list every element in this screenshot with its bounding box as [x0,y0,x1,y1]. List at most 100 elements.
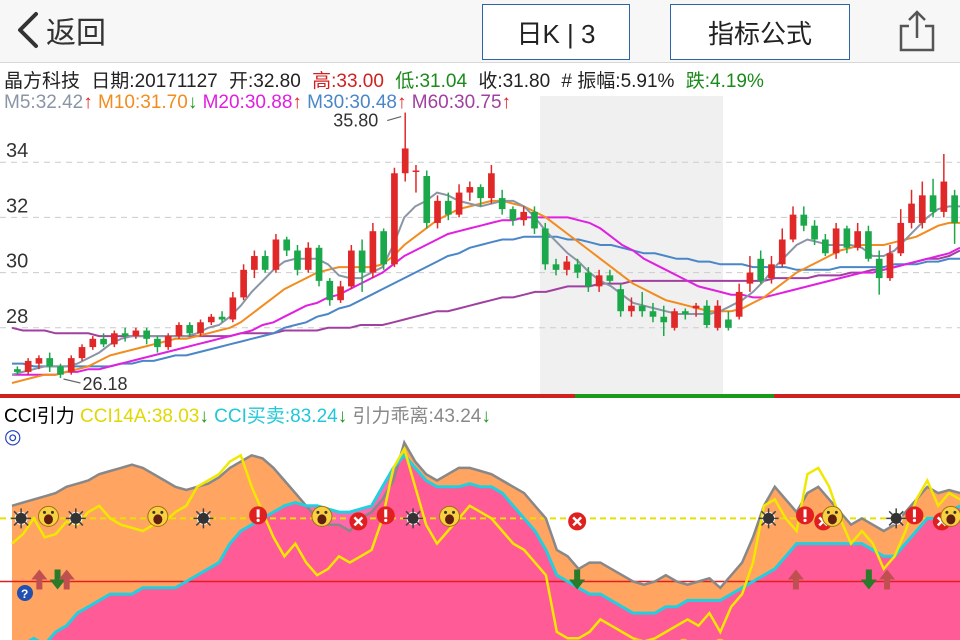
low-value: 31.04 [419,71,468,92]
panel-separator [575,394,774,398]
candle-body [875,258,883,279]
candle-body [132,330,140,337]
x-signal-icon [814,512,833,531]
face-signal-icon [439,505,461,527]
candle-body [111,333,118,345]
indicator-formula-button[interactable]: 指标公式 [670,4,850,60]
face-signal-icon [821,505,843,527]
candle-body [283,239,291,251]
candle-body [714,305,721,328]
candle-body [671,311,678,328]
date-value: 20171127 [134,71,218,92]
cci14a-line [11,445,960,640]
candle-body [778,239,786,265]
signal-arrow-up-icon [31,569,48,590]
amplitude-value: 5.91% [620,71,675,92]
gravity-deviation-value: 43.24 [433,406,482,427]
candle-body [563,261,571,270]
back-button[interactable]: 返回 [14,8,106,52]
candle-body [735,291,743,317]
candle-body [832,228,840,254]
candle-body [811,225,818,240]
candle-body [757,258,765,281]
candle-body [865,231,872,259]
candle-body [552,264,560,270]
stock-name: 晶方科技 [4,71,81,92]
panel-separator [774,394,960,398]
close-value: 31.80 [502,71,551,92]
candle-body [725,319,732,328]
back-label: 返回 [46,17,106,50]
candle-body [854,231,861,248]
help-icon[interactable]: ? [17,585,33,601]
ma10-value: 31.70 [140,92,188,113]
candle-body [822,239,829,254]
candle-body [218,316,226,320]
signal-arrow-up-icon [879,569,896,590]
candle-body [746,272,754,284]
candle-body [843,228,851,248]
candle-body [800,214,808,226]
ma5-value: 32.42 [35,92,84,113]
excl-signal-icon [905,506,924,525]
candle-body [304,247,312,270]
cci-indicator-name: CCI引力 [4,406,75,427]
high-pointer [387,115,402,122]
share-icon[interactable] [895,8,939,54]
spark-signal-icon [758,508,779,529]
cci-bs-line [27,453,960,640]
candle-body [391,173,398,265]
candle-body [617,289,624,312]
face-signal-icon [147,505,169,527]
circle-icon[interactable]: ◎ [4,426,22,448]
candle-body [466,187,474,193]
cci-indicator-legend[interactable]: CCI引力 CCI14A:38.03↓ CCI买卖:83.24↓ 引力乖离:43… [4,401,491,428]
ma60-value: 30.75 [454,92,502,113]
candle-body [67,358,75,372]
price-tick-label: 34 [6,140,28,162]
candle-body [326,280,334,301]
high-label: 高: [312,71,337,92]
candle-body [89,338,97,348]
x-signal-icon [932,512,951,531]
candle-body [574,264,581,273]
cci14a-arrow-icon: ↓ [199,406,209,427]
ma20-label: M20: [202,92,245,113]
amplitude-label: 振幅: [577,71,621,92]
spark-signal-icon [65,508,86,529]
candle-body [380,231,387,265]
ma10-arrow-icon: ↓ [187,92,198,113]
candle-body [929,195,937,212]
quote-info-line: 晶方科技 日期:20171127 开:32.80 高:33.00 低:31.04… [4,66,764,93]
chevron-left-icon [18,12,38,48]
candle-body [488,173,495,199]
price-tick-label: 32 [6,195,28,217]
candle-body [886,253,894,279]
top-navigation-bar: 返回 日K | 3 指标公式 [0,0,960,63]
period-selector-button[interactable]: 日K | 3 [482,4,630,60]
price-tick-label: 28 [6,306,28,328]
ma10-line [11,199,960,384]
hash-mark: # [561,71,572,92]
spark-signal-icon [193,508,214,529]
candle-body [57,366,64,375]
candle-body [143,330,150,339]
gravity-area [12,442,960,640]
ma10-label: M10: [98,92,141,113]
signal-arrow-up-icon [58,569,75,590]
candle-body [261,256,269,270]
candle-body [789,214,797,240]
candle-body [444,200,452,215]
close-label: 收: [478,71,503,92]
candle-body [46,358,54,367]
spark-signal-icon [11,508,32,529]
change-label: 跌: [685,71,710,92]
candle-body [358,250,366,273]
date-label: 日期: [91,71,135,92]
candle-body [649,311,657,317]
candle-body [369,231,377,273]
excl-signal-icon [376,506,395,525]
ma5-arrow-icon: ↑ [83,92,93,113]
cci14a-label: CCI14A: [80,406,152,427]
change-value: 4.19% [710,71,764,92]
